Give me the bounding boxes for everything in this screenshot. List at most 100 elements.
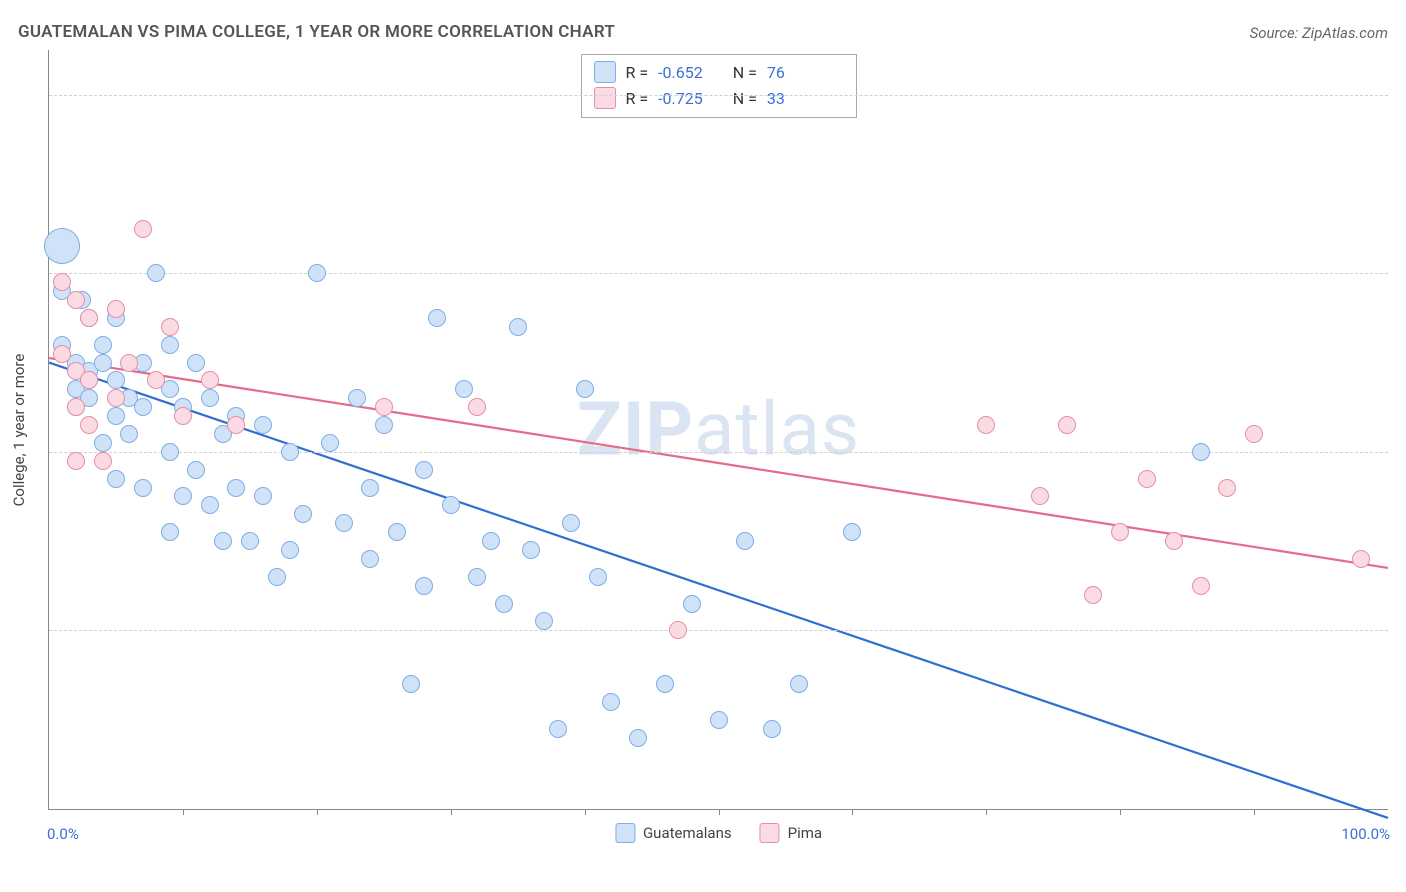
chart-source: Source: ZipAtlas.com xyxy=(1250,24,1388,42)
data-point xyxy=(107,470,125,488)
data-point xyxy=(549,720,567,738)
data-point xyxy=(1111,523,1129,541)
stats-legend: R =-0.652N =76R =-0.725N =33 xyxy=(581,54,857,118)
data-point xyxy=(227,416,245,434)
data-point xyxy=(656,675,674,693)
data-point xyxy=(201,496,219,514)
y-tick-label: 40.0% xyxy=(1394,443,1406,461)
data-point xyxy=(1352,550,1370,568)
data-point xyxy=(361,479,379,497)
y-tick-label: 20.0% xyxy=(1394,621,1406,639)
x-tick-mark xyxy=(1254,809,1255,815)
data-point xyxy=(321,434,339,452)
data-point xyxy=(227,479,245,497)
data-point xyxy=(120,425,138,443)
data-point xyxy=(94,434,112,452)
data-point xyxy=(576,380,594,398)
chart-container: GUATEMALAN VS PIMA COLLEGE, 1 YEAR OR MO… xyxy=(0,0,1406,892)
data-point xyxy=(442,496,460,514)
data-point xyxy=(67,291,85,309)
data-point xyxy=(455,380,473,398)
data-point xyxy=(763,720,781,738)
data-point xyxy=(1058,416,1076,434)
data-point xyxy=(629,729,647,747)
data-point xyxy=(790,675,808,693)
x-tick-mark xyxy=(986,809,987,815)
data-point xyxy=(254,416,272,434)
data-point xyxy=(522,541,540,559)
chart-title: GUATEMALAN VS PIMA COLLEGE, 1 YEAR OR MO… xyxy=(18,22,615,42)
gridline xyxy=(49,95,1388,96)
series-legend-item: Guatemalans xyxy=(615,823,732,843)
data-point xyxy=(335,514,353,532)
data-point xyxy=(602,693,620,711)
r-value: -0.725 xyxy=(658,89,703,108)
legend-swatch xyxy=(594,87,616,109)
data-point xyxy=(161,523,179,541)
data-point xyxy=(134,398,152,416)
data-point xyxy=(562,514,580,532)
data-point xyxy=(268,568,286,586)
data-point xyxy=(1165,532,1183,550)
data-point xyxy=(107,389,125,407)
data-point xyxy=(348,389,366,407)
data-point xyxy=(375,416,393,434)
data-point xyxy=(161,443,179,461)
data-point xyxy=(495,595,513,613)
data-point xyxy=(361,550,379,568)
data-point xyxy=(161,336,179,354)
data-point xyxy=(308,264,326,282)
data-point xyxy=(53,273,71,291)
n-value: 76 xyxy=(767,63,785,82)
legend-swatch xyxy=(615,823,635,843)
data-point xyxy=(201,371,219,389)
regression-line xyxy=(49,363,1388,818)
legend-swatch xyxy=(594,61,616,83)
data-point xyxy=(134,479,152,497)
gridline xyxy=(49,630,1388,631)
data-point xyxy=(80,371,98,389)
data-point xyxy=(977,416,995,434)
data-point xyxy=(120,354,138,372)
r-label: R = xyxy=(626,63,649,82)
x-tick-mark xyxy=(852,809,853,815)
r-label: R = xyxy=(626,89,649,108)
data-point xyxy=(94,336,112,354)
data-point xyxy=(67,452,85,470)
data-point xyxy=(1245,425,1263,443)
data-point xyxy=(187,354,205,372)
data-point xyxy=(214,532,232,550)
stats-legend-row: R =-0.725N =33 xyxy=(594,85,844,111)
data-point xyxy=(94,452,112,470)
data-point xyxy=(67,398,85,416)
regression-lines xyxy=(49,50,1388,809)
data-point xyxy=(468,398,486,416)
data-point xyxy=(147,264,165,282)
data-point xyxy=(107,407,125,425)
data-point xyxy=(53,345,71,363)
series-legend: Guatemalans Pima xyxy=(615,823,822,843)
data-point xyxy=(281,443,299,461)
x-tick-mark xyxy=(183,809,184,815)
series-legend-item: Pima xyxy=(760,823,822,843)
data-point xyxy=(254,487,272,505)
data-point xyxy=(241,532,259,550)
watermark: ZIPatlas xyxy=(577,386,860,473)
data-point xyxy=(1192,443,1210,461)
data-point xyxy=(843,523,861,541)
data-point xyxy=(174,487,192,505)
gridline xyxy=(49,452,1388,453)
n-label: N = xyxy=(733,89,757,108)
data-point xyxy=(535,612,553,630)
data-point xyxy=(415,461,433,479)
data-point xyxy=(415,577,433,595)
data-point xyxy=(174,407,192,425)
x-tick-mark xyxy=(451,809,452,815)
data-point xyxy=(107,371,125,389)
series-legend-label: Guatemalans xyxy=(643,824,732,842)
data-point xyxy=(134,220,152,238)
stats-legend-row: R =-0.652N =76 xyxy=(594,59,844,85)
data-point xyxy=(375,398,393,416)
data-point xyxy=(201,389,219,407)
plot-area: College, 1 year or more ZIPatlas R =-0.6… xyxy=(48,50,1388,810)
